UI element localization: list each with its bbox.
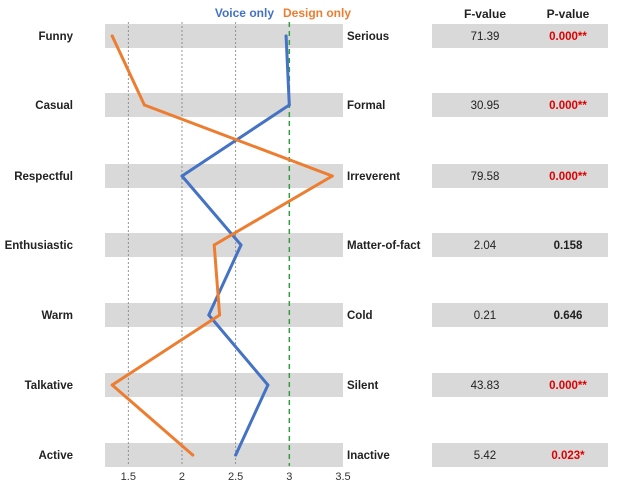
data-point [110,383,114,387]
row-band [105,443,343,467]
left-label: Funny [39,31,74,43]
left-label: Respectful [14,171,73,183]
left-label: Talkative [25,380,73,392]
p-value-cell [528,303,608,327]
data-point [212,243,216,247]
data-point [110,34,114,38]
p-value: 0.158 [554,240,583,252]
f-value-cell [432,24,538,48]
p-value-cell [528,373,608,397]
left-labels: Funny Casual Respectful Enthusiastic Warm Tal… [5,31,74,462]
left-label: Casual [35,100,73,112]
data-point [207,313,211,317]
row-band [105,164,343,188]
data-point [218,313,222,317]
p-value: 0.023* [551,450,585,462]
data-point [266,383,270,387]
stats-table: F-value P-value 71.39 0.000** 30.95 0.000** 79… [432,7,608,467]
f-value-cell [432,303,538,327]
grid-lines [127,22,237,466]
p-value-cell [528,233,608,257]
right-label: Formal [347,100,385,112]
row-band [105,233,343,257]
legend-voice-only: Voice only [215,6,274,20]
data-point [142,103,146,107]
x-tick-label: 2 [179,471,185,483]
f-value-cell [432,373,538,397]
right-label: Serious [347,31,389,43]
p-value-cell [528,93,608,117]
row-band [105,303,343,327]
x-axis-ticks: 1.5 2 2.5 3 3.5 [121,471,351,483]
right-label: Cold [347,310,373,322]
x-tick-label: 1.5 [121,471,136,483]
legend: Voice only Design only [215,6,351,20]
p-value-header: P-value [547,7,590,21]
x-tick-label: 3 [286,471,292,483]
row-band [105,373,343,397]
f-value: 0.21 [474,310,496,322]
f-value: 5.42 [474,450,496,462]
p-value: 0.000** [549,100,587,112]
data-point [191,453,195,457]
right-label: Irreverent [347,171,400,183]
f-value-cell [432,233,538,257]
data-point [284,34,288,38]
p-value: 0.000** [549,380,587,392]
data-point [234,453,238,457]
p-value-cell [528,24,608,48]
f-value-cell [432,443,538,467]
f-value: 43.83 [471,380,500,392]
x-tick-label: 2.5 [228,471,243,483]
data-point [287,103,291,107]
series-lines [110,34,334,457]
right-labels: Serious Formal Irreverent Matter-of-fact Col… [347,31,421,462]
data-point [239,243,243,247]
p-value: 0.000** [549,171,587,183]
p-value: 0.000** [549,31,587,43]
p-value: 0.646 [554,310,583,322]
left-label: Active [38,450,73,462]
f-value: 71.39 [471,31,500,43]
legend-design-only: Design only [283,6,351,20]
right-label: Matter-of-fact [347,240,421,252]
right-label: Inactive [347,450,390,462]
f-value: 2.04 [474,240,497,252]
f-value-header: F-value [464,7,506,21]
row-band [105,24,343,48]
right-label: Silent [347,380,378,392]
p-value-cell [528,443,608,467]
p-value-cell [528,164,608,188]
left-label: Warm [41,310,73,322]
f-value: 30.95 [471,100,500,112]
x-tick-label: 3.5 [335,471,350,483]
row-bands [105,24,343,467]
f-value-cell [432,164,538,188]
left-label: Enthusiastic [5,240,74,252]
f-value: 79.58 [471,171,500,183]
f-value-cell [432,93,538,117]
data-point [180,174,184,178]
data-point [330,174,334,178]
